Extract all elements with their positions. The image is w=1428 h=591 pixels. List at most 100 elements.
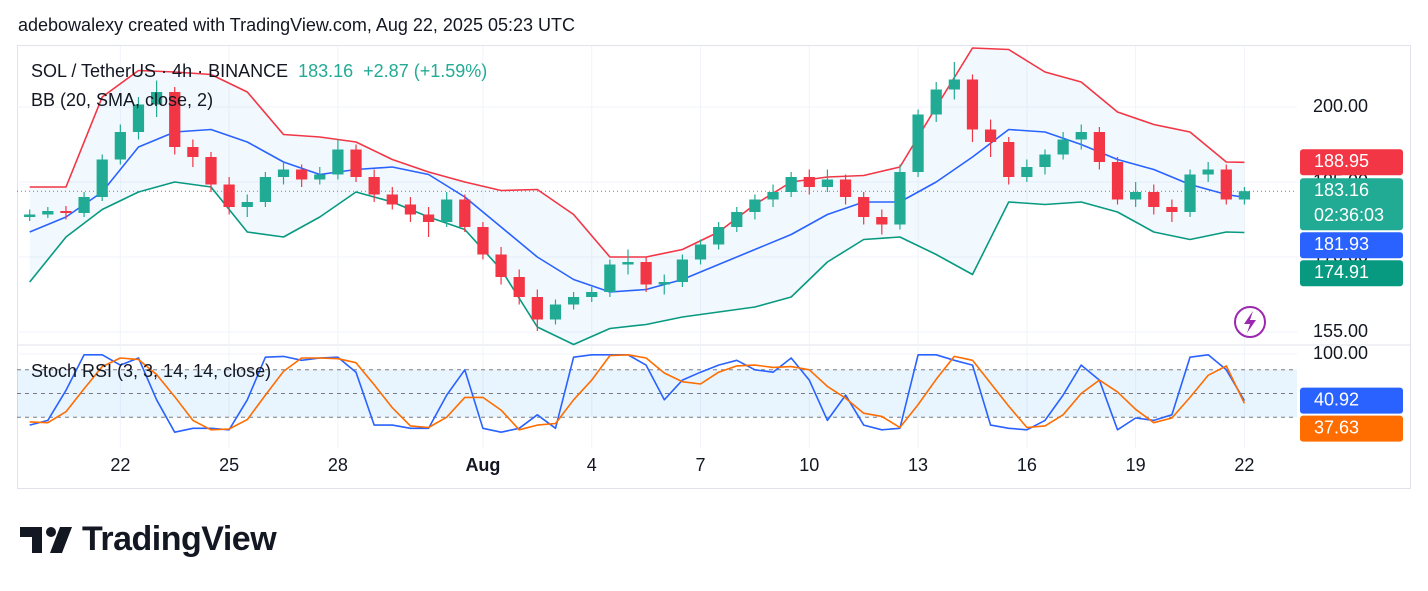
candle-body	[876, 217, 888, 225]
x-tick-label: Aug	[465, 455, 500, 475]
chart-frame	[17, 45, 1411, 489]
candle-body	[749, 199, 761, 212]
candle-body	[622, 262, 634, 265]
candle-body	[441, 199, 453, 222]
price-badge	[1300, 178, 1403, 231]
badge-value: 181.93	[1314, 234, 1369, 254]
symbol-title: SOL / TetherUS · 4h · BINANCE	[31, 61, 288, 81]
price-badge	[1300, 260, 1403, 287]
logo-shape	[20, 527, 42, 553]
stoch-line	[29, 354, 1246, 433]
candle-body	[368, 177, 380, 195]
candle-body	[259, 177, 272, 202]
candle-body	[658, 282, 670, 285]
badge-value: 37.63	[1314, 417, 1359, 437]
candle-body	[640, 262, 652, 285]
price-badge	[1300, 387, 1403, 414]
candle-body	[767, 192, 779, 200]
y-tick-label: 100.00	[1313, 343, 1368, 363]
candle-body	[1220, 169, 1232, 200]
candle-body	[531, 297, 543, 320]
candle-body	[731, 212, 743, 227]
candle-body	[1003, 142, 1015, 177]
candle-body	[513, 277, 525, 297]
candle-body	[422, 214, 435, 222]
indicator-title: Stoch RSI (3, 3, 14, 14, close)	[31, 361, 271, 381]
candle-body	[604, 264, 616, 292]
candle-body	[821, 179, 834, 187]
indicator-title: BB (20, SMA, close, 2)	[31, 90, 213, 110]
candle-body	[459, 199, 471, 227]
candle-body	[586, 292, 598, 297]
candle-body	[803, 177, 815, 187]
candle-body	[912, 114, 924, 172]
candle-body	[114, 132, 126, 160]
candle-body	[1148, 192, 1160, 207]
candle-body	[350, 149, 362, 177]
candle-body	[314, 174, 326, 180]
candle-body	[839, 179, 852, 197]
candle-body	[1130, 192, 1142, 200]
bb-band-fill	[29, 48, 1245, 345]
candle-body	[894, 172, 906, 225]
candle-body	[1075, 132, 1087, 140]
candle-body	[296, 169, 308, 180]
y-tick-label: 200.00	[1313, 96, 1368, 116]
bb-lower-line	[29, 181, 1245, 346]
legend-change: +2.87 (+1.59%)	[363, 61, 487, 81]
candle-body	[1184, 174, 1196, 212]
stoch-line	[29, 354, 1246, 431]
candle-body	[187, 147, 199, 157]
brand-logo: TradingView	[20, 520, 278, 558]
candle-body	[277, 169, 290, 177]
candle-body	[332, 149, 344, 175]
alert-icon[interactable]	[1234, 306, 1266, 338]
brand-name: TradingView	[82, 520, 277, 558]
x-tick-label: 10	[799, 455, 819, 475]
price-badge	[1300, 149, 1403, 176]
x-tick-label: 7	[696, 455, 706, 475]
x-tick-label: 4	[587, 455, 597, 475]
candle-body	[1039, 154, 1051, 167]
x-tick-label: 22	[1234, 455, 1254, 475]
x-tick-label: 25	[219, 455, 239, 475]
x-tick-label: 22	[110, 455, 130, 475]
candle-body	[150, 92, 163, 105]
candle-body	[169, 92, 181, 147]
candle-body	[404, 204, 417, 215]
logo-dot	[46, 527, 56, 537]
logo-slash	[50, 527, 72, 553]
x-tick-label: 13	[908, 455, 928, 475]
x-tick-label: 16	[1017, 455, 1037, 475]
badge-countdown: 02:36:03	[1314, 205, 1384, 225]
candle-body	[785, 177, 797, 192]
alert-bolt	[1244, 311, 1256, 333]
candle-body	[495, 254, 507, 277]
price-badge	[1300, 232, 1403, 259]
candle-body	[1166, 207, 1178, 212]
candle-body	[205, 157, 217, 185]
price-badge	[1300, 415, 1403, 442]
axes-layer: 222528Aug471013161922155.00170.00185.002…	[31, 61, 1403, 475]
candle-body	[694, 244, 707, 260]
candle-body	[1111, 162, 1124, 200]
candle-body	[477, 227, 489, 255]
badge-value: 188.95	[1314, 151, 1369, 171]
badge-value: 183.16	[1314, 180, 1369, 200]
legend-price: 183.16	[298, 61, 353, 81]
candle-body	[1238, 191, 1251, 200]
candle-body	[984, 129, 997, 142]
candle-body	[549, 304, 562, 320]
candle-body	[60, 211, 72, 213]
y-tick-label: 155.00	[1313, 321, 1368, 341]
candle-body	[96, 159, 108, 197]
candle-body	[858, 197, 870, 217]
candle-body	[567, 297, 580, 305]
candle-body	[78, 197, 90, 213]
badge-value: 174.91	[1314, 262, 1369, 282]
candle-body	[948, 79, 960, 90]
candle-body	[42, 211, 54, 215]
